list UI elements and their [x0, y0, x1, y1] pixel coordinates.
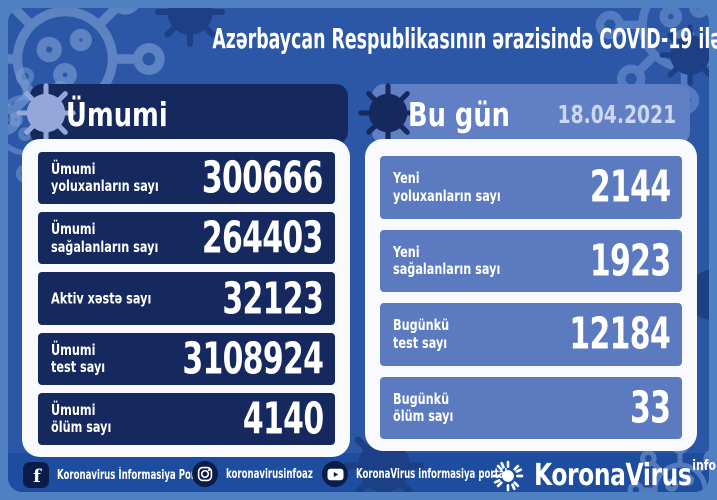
stat-value: 2144: [589, 161, 670, 213]
stat-label: Aktiv xəstə sayı: [51, 288, 152, 307]
footer: f Koronavirus İnformasiya Portalı korona…: [0, 456, 717, 496]
today-panel: Yeni yoluxanların sayı 2144 Yeni sağalan…: [365, 139, 697, 451]
totals-header: Ümumi: [30, 84, 348, 144]
stat-label: Ümumi ölüm sayı: [51, 400, 112, 436]
stat-value: 1923: [589, 235, 670, 287]
stat-row-new-recovered: Yeni sağalanların sayı 1923: [380, 229, 682, 292]
stat-value: 33: [629, 382, 671, 434]
brand-logo: KoronaVirus info: [490, 458, 717, 494]
stat-value: 12184: [569, 308, 670, 360]
stat-label: Yeni sağalanların sayı: [393, 242, 501, 278]
today-title: Bu gün: [408, 95, 510, 134]
stat-label: Ümumi yoluxanların sayı: [51, 159, 159, 196]
stat-row-total-tests: Ümumi test sayı 3108924: [38, 332, 335, 385]
facebook-icon: f: [23, 462, 49, 488]
stat-value: 4140: [242, 393, 323, 445]
stat-label: Yeni yoluxanların sayı: [393, 169, 501, 205]
stat-label: Ümumi test sayı: [51, 340, 106, 376]
stat-row-total-deaths: Ümumi ölüm sayı 4140: [38, 392, 335, 446]
totals-title: Ümumi: [66, 95, 168, 134]
totals-panel: Ümumi yoluxanların sayı 300666 Ümumi sağ…: [22, 139, 350, 457]
stat-label: Bugünkü test sayı: [393, 316, 450, 352]
footer-band: [8, 453, 709, 492]
stat-row-active-cases: Aktiv xəstə sayı 32123: [38, 272, 335, 325]
stat-row-total-recovered: Ümumi sağalanların sayı 264403: [38, 212, 335, 265]
instagram-label: koronavirusinfoaz: [226, 466, 313, 482]
brand-lockup: KoronaVirus info: [534, 458, 716, 494]
stat-value: 300666: [202, 152, 324, 204]
stat-label: Ümumi sağalanların sayı: [51, 220, 159, 256]
brand-name: KoronaVirus: [534, 458, 692, 493]
brand-suffix: info: [692, 458, 716, 474]
stat-row-new-infected: Yeni yoluxanların sayı 2144: [380, 156, 682, 219]
youtube-link[interactable]: KoronaVirus informasiya portalı: [322, 461, 590, 487]
report-date: 18.04.2021: [557, 100, 676, 129]
page-title-text: Azərbaycan Respublikasının ərazisində CO…: [212, 22, 717, 55]
stat-row-total-infected: Ümumi yoluxanların sayı 300666: [38, 152, 335, 205]
page-title: Azərbaycan Respublikasının ərazisində CO…: [0, 22, 717, 55]
facebook-label: Koronavirus İnformasiya Portalı: [57, 467, 211, 483]
instagram-icon: [192, 461, 218, 487]
virus-sun-icon: [492, 460, 524, 492]
today-header: Bu gün 18.04.2021: [372, 84, 690, 144]
stat-value: 32123: [222, 273, 323, 324]
facebook-link[interactable]: f Koronavirus İnformasiya Portalı: [23, 462, 290, 488]
stat-row-today-tests: Bugünkü test sayı 12184: [380, 303, 682, 366]
youtube-icon: [322, 461, 348, 487]
youtube-label: KoronaVirus informasiya portalı: [356, 466, 511, 482]
stat-value: 264403: [202, 212, 324, 264]
instagram-link[interactable]: koronavirusinfoaz: [192, 461, 358, 487]
stat-value: 3108924: [182, 333, 324, 385]
stat-label: Bugünkü ölüm sayı: [393, 389, 454, 425]
stat-row-today-deaths: Bugünkü ölüm sayı 33: [380, 376, 682, 439]
